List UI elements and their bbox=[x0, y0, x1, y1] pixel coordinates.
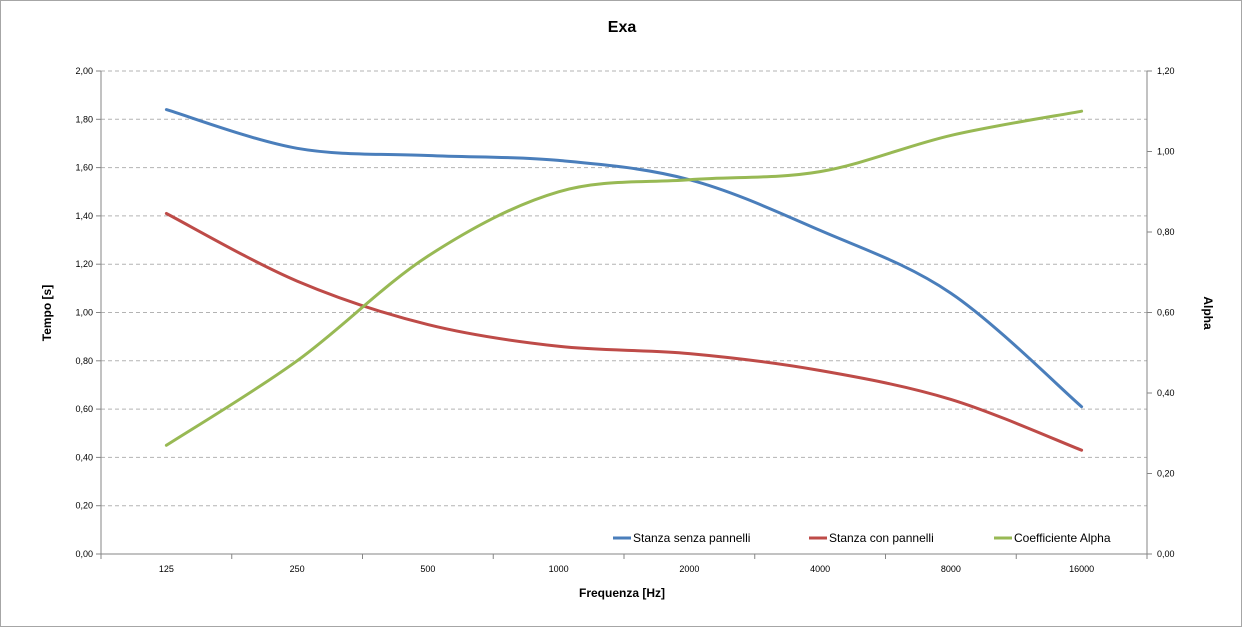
y-tick-label: 1,40 bbox=[75, 211, 93, 221]
x-tick-label: 125 bbox=[159, 564, 174, 574]
y-tick-label: 0,40 bbox=[75, 452, 93, 462]
series-lines bbox=[164, 108, 1084, 452]
x-tick-label: 500 bbox=[420, 564, 435, 574]
y2-axis-title: Alpha bbox=[1201, 296, 1215, 330]
y-tick-label: 0,60 bbox=[75, 404, 93, 414]
grid-lines bbox=[101, 70, 1147, 507]
x-tick-label: 8000 bbox=[941, 564, 961, 574]
y2-tick-label: 0,20 bbox=[1157, 469, 1175, 479]
legend-label: Coefficiente Alpha bbox=[1014, 531, 1111, 545]
y2-tick-label: 0,00 bbox=[1157, 549, 1175, 559]
y-tick-label: 1,80 bbox=[75, 114, 93, 124]
y-tick-label: 1,00 bbox=[75, 308, 93, 318]
legend-label: Stanza senza pannelli bbox=[633, 531, 750, 545]
y2-tick-label: 1,00 bbox=[1157, 147, 1175, 157]
y-tick-label: 1,60 bbox=[75, 163, 93, 173]
y-tick-label: 0,20 bbox=[75, 501, 93, 511]
y-tick-label: 2,00 bbox=[75, 66, 93, 76]
y-tick-label: 0,00 bbox=[75, 549, 93, 559]
legend: Stanza senza pannelli Stanza con pannelli… bbox=[613, 531, 1111, 545]
series-line-3 bbox=[164, 109, 1084, 447]
x-tick-label: 4000 bbox=[810, 564, 830, 574]
y-tick-label: 1,20 bbox=[75, 259, 93, 269]
y2-tick-label: 0,40 bbox=[1157, 388, 1175, 398]
x-tick-label: 2000 bbox=[679, 564, 699, 574]
legend-label: Stanza con pannelli bbox=[829, 531, 934, 545]
chart-title: Exa bbox=[608, 19, 637, 36]
series-line-1 bbox=[164, 108, 1084, 409]
y-tick-label: 0,80 bbox=[75, 356, 93, 366]
x-tick-label: 16000 bbox=[1069, 564, 1094, 574]
y2-tick-label: 1,20 bbox=[1157, 66, 1175, 76]
y-axis-title: Tempo [s] bbox=[40, 285, 54, 341]
x-axis-title: Frequenza [Hz] bbox=[579, 586, 665, 600]
axes: 0,00 0,20 0,40 0,60 0,80 1,00 1,20 1,40 1,60 1,80… bbox=[75, 66, 1174, 574]
x-tick-label: 1000 bbox=[549, 564, 569, 574]
y2-tick-label: 0,80 bbox=[1157, 227, 1175, 237]
series-line-2 bbox=[164, 212, 1084, 452]
x-tick-label: 250 bbox=[290, 564, 305, 574]
y2-tick-label: 0,60 bbox=[1157, 308, 1175, 318]
